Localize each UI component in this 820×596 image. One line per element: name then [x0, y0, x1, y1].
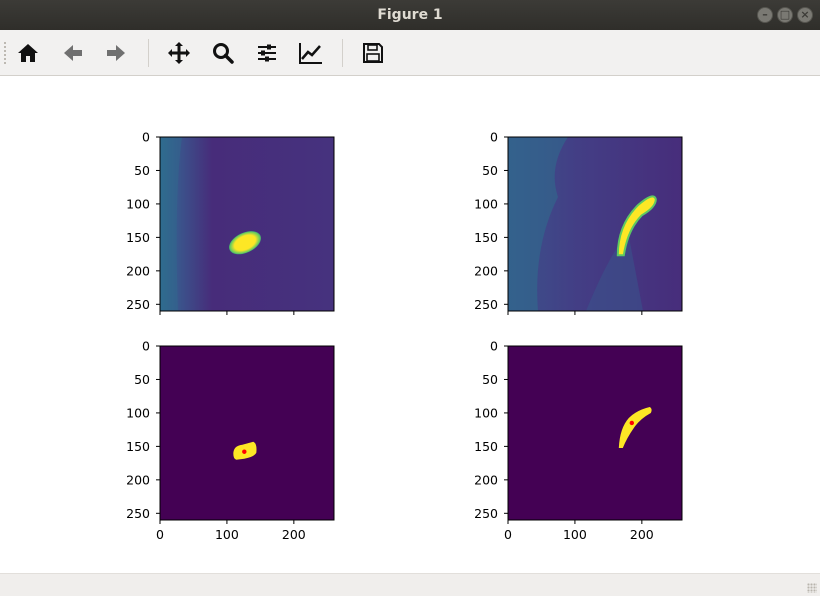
y-tick-label: 0: [142, 130, 150, 145]
axes-edit-button[interactable]: [295, 37, 327, 69]
subplot-top-left: 0 50 100 150 200 250: [126, 130, 335, 315]
zoom-button[interactable]: [207, 37, 239, 69]
arrow-right-icon: [107, 45, 125, 61]
y-tick-label: 100: [126, 405, 150, 420]
y-tick-label: 100: [474, 405, 498, 420]
maximize-button[interactable]: □: [777, 7, 793, 23]
mask-blob: [618, 406, 652, 448]
y-tick-label: 150: [126, 230, 150, 245]
bright-blob: [229, 231, 261, 255]
bright-edge-region: [160, 137, 182, 311]
y-tick-label: 0: [490, 130, 498, 145]
arrow-left-icon: [64, 45, 82, 61]
centroid-marker: [242, 449, 247, 454]
mask-background: [508, 346, 682, 520]
floppy-disk-icon: [363, 43, 383, 63]
bright-blob: [616, 195, 657, 257]
close-icon: ×: [800, 8, 810, 21]
image-top-right: [508, 137, 682, 311]
x-tick-label: 100: [215, 527, 239, 542]
y-tick-label: 250: [126, 506, 150, 521]
y-tick-label: 150: [126, 439, 150, 454]
mask-background: [160, 346, 334, 520]
y-tick-label: 0: [142, 339, 150, 354]
sliders-icon: [258, 44, 276, 62]
y-tick-label: 150: [474, 230, 498, 245]
toolbar-separator: [342, 39, 343, 67]
maximize-icon: □: [779, 8, 791, 21]
forward-button[interactable]: [100, 37, 132, 69]
minimize-icon: –: [762, 8, 768, 21]
centroid-marker: [629, 420, 635, 426]
x-tick-label: 0: [156, 527, 164, 542]
x-tick-label: 200: [630, 527, 654, 542]
y-tick-label: 100: [126, 196, 150, 211]
back-button[interactable]: [57, 37, 89, 69]
subplot-bottom-left: 0 50 100 150 200 250 0 100 200: [126, 339, 335, 542]
toolbar-grip[interactable]: [4, 42, 10, 64]
resize-grip-icon[interactable]: [807, 583, 817, 593]
save-button[interactable]: [357, 37, 389, 69]
move-icon: [168, 42, 190, 64]
home-button[interactable]: [12, 37, 44, 69]
toolbar-separator: [148, 39, 149, 67]
y-tick-label: 50: [482, 372, 498, 387]
y-tick-label: 200: [474, 263, 498, 278]
y-tick-label: 50: [134, 163, 150, 178]
y-tick-label: 250: [474, 506, 498, 521]
image-top-left: [160, 137, 334, 311]
axes-frame: [507, 136, 683, 312]
y-tick-label: 50: [134, 372, 150, 387]
subplots-button[interactable]: [251, 37, 283, 69]
axes-frame: [507, 345, 683, 521]
y-tick-label: 200: [126, 263, 150, 278]
pan-button[interactable]: [163, 37, 195, 69]
axes-frame: [159, 136, 335, 312]
subplot-bottom-right: 0 50 100 150 200 250 0 100 200: [474, 339, 683, 542]
y-tick-label: 250: [126, 297, 150, 312]
home-icon: [18, 44, 38, 62]
image-background: [160, 137, 334, 311]
close-button[interactable]: ×: [797, 7, 813, 23]
y-tick-label: 0: [490, 339, 498, 354]
window-titlebar: Figure 1 – □ ×: [0, 0, 820, 30]
subplot-top-right: 0 50 100 150 200 250: [474, 130, 683, 315]
window-title: Figure 1: [377, 7, 443, 23]
magnifier-icon: [213, 43, 234, 64]
y-tick-label: 50: [482, 163, 498, 178]
image-bottom-right: [508, 346, 682, 520]
image-bottom-left: [160, 346, 334, 520]
y-tick-label: 200: [474, 472, 498, 487]
y-tick-label: 250: [474, 297, 498, 312]
line-chart-icon: [299, 43, 322, 64]
y-tick-label: 100: [474, 196, 498, 211]
axes-frame: [159, 345, 335, 521]
x-tick-label: 200: [282, 527, 306, 542]
x-tick-label: 0: [504, 527, 512, 542]
navigation-toolbar: [0, 30, 820, 76]
y-tick-label: 150: [474, 439, 498, 454]
bright-left-region: [508, 137, 568, 311]
minimize-button[interactable]: –: [757, 7, 773, 23]
bright-bottom-region: [586, 232, 643, 311]
y-tick-label: 200: [126, 472, 150, 487]
figure-canvas[interactable]: 0 50 100 150 200 250 0 50 100 150 200 250 0 50 100 150 2…: [0, 77, 820, 573]
status-bar: [0, 573, 820, 596]
x-tick-label: 100: [563, 527, 587, 542]
